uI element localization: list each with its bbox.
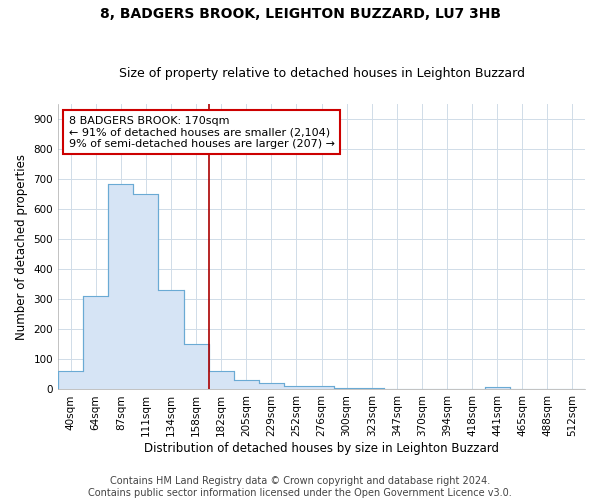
X-axis label: Distribution of detached houses by size in Leighton Buzzard: Distribution of detached houses by size …: [144, 442, 499, 455]
Text: 8 BADGERS BROOK: 170sqm
← 91% of detached houses are smaller (2,104)
9% of semi-: 8 BADGERS BROOK: 170sqm ← 91% of detache…: [68, 116, 335, 149]
Text: Contains HM Land Registry data © Crown copyright and database right 2024.
Contai: Contains HM Land Registry data © Crown c…: [88, 476, 512, 498]
Text: 8, BADGERS BROOK, LEIGHTON BUZZARD, LU7 3HB: 8, BADGERS BROOK, LEIGHTON BUZZARD, LU7 …: [100, 8, 500, 22]
Title: Size of property relative to detached houses in Leighton Buzzard: Size of property relative to detached ho…: [119, 66, 524, 80]
Y-axis label: Number of detached properties: Number of detached properties: [15, 154, 28, 340]
